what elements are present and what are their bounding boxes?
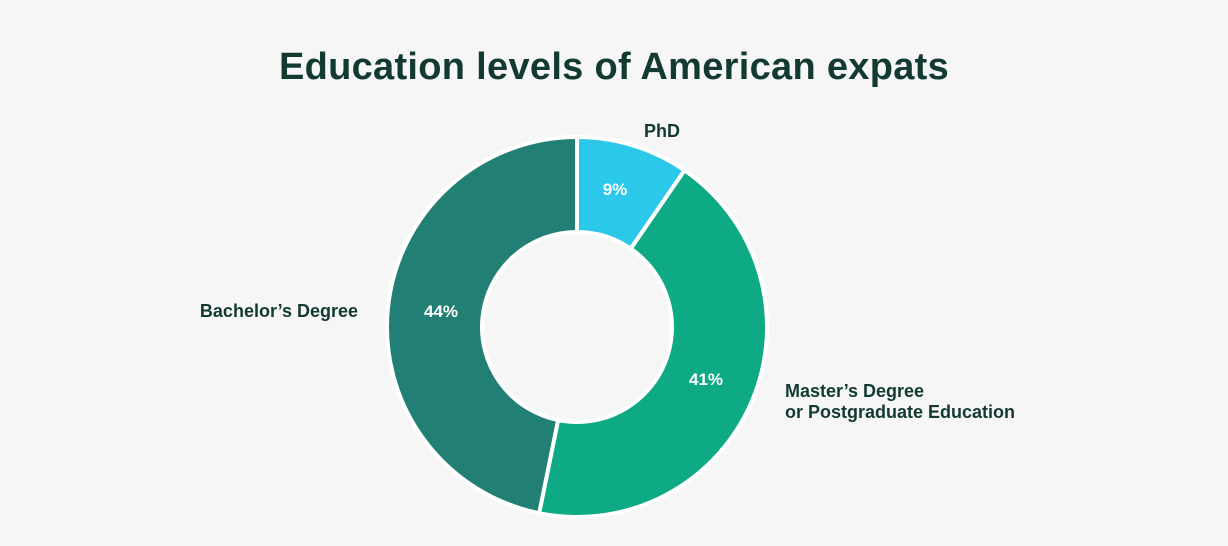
category-label-phd: PhD xyxy=(644,121,680,141)
category-label-masters-degree-or-postgraduate-education-line1: Master’s Degree xyxy=(785,381,924,401)
value-label-bachelors-degree: 44% xyxy=(424,302,458,321)
value-label-masters-degree-or-postgraduate-education: 41% xyxy=(689,370,723,389)
value-label-phd: 9% xyxy=(603,180,628,199)
category-label-bachelors-degree: Bachelor’s Degree xyxy=(200,301,358,321)
slice-masters-degree-or-postgraduate-education xyxy=(537,168,769,519)
chart-title: Education levels of American expats xyxy=(278,46,950,88)
slice-bachelors-degree xyxy=(385,135,579,516)
category-label-masters-degree-or-postgraduate-education-line2: or Postgraduate Education xyxy=(785,402,1015,422)
